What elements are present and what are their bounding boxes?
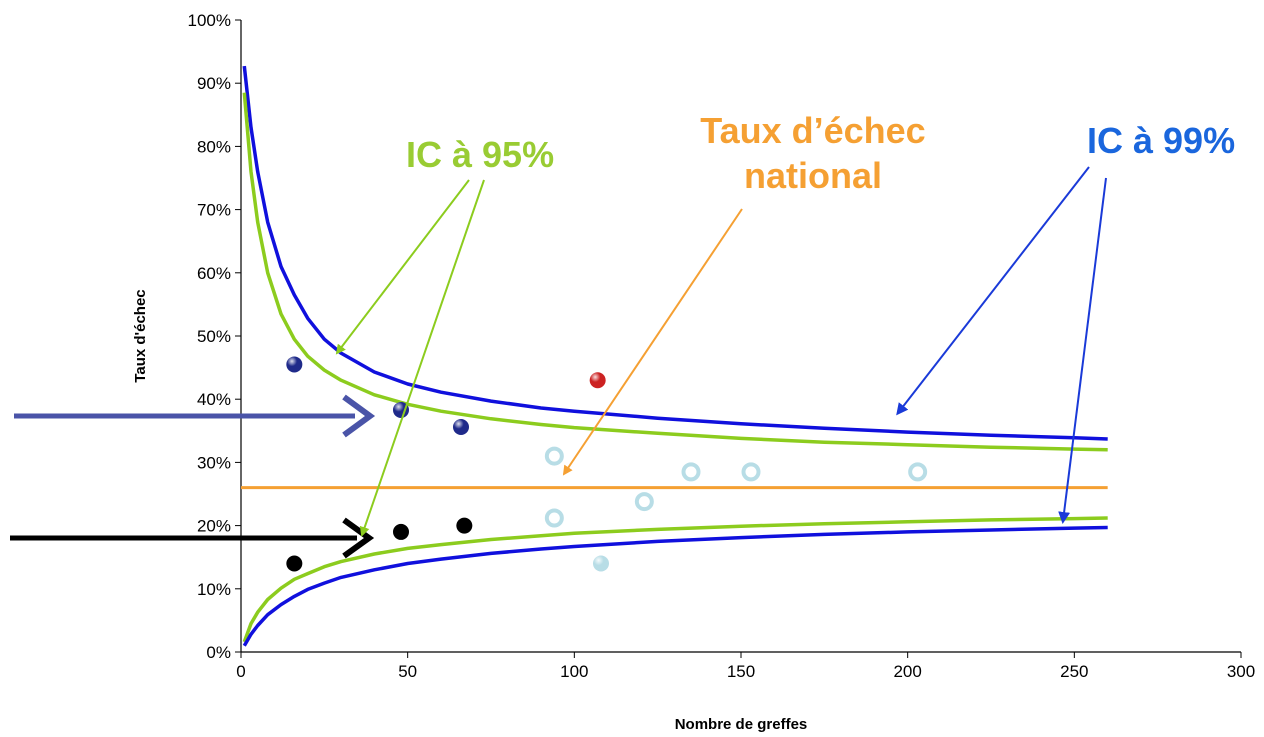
x-tick-label: 150 [727,662,755,681]
data-point [741,462,761,482]
x-tick-label: 0 [236,662,245,681]
national-label-line1: Taux d’échec [700,110,925,151]
annotation-pointers [335,166,1107,537]
data-point [908,462,928,482]
y-tick-label: 30% [197,453,231,472]
y-tick-label: 40% [197,390,231,409]
x-tick-label: 100 [560,662,588,681]
data-point-shine [453,419,469,436]
data-points [286,356,928,572]
x-axis-title: Nombre de greffes [675,716,808,733]
y-tick-label: 70% [197,201,231,220]
blue-arrow [14,394,376,438]
data-point-shine [589,372,606,389]
y-axis: 0% 10% 20% 30% 40% 50% 60% 70% 80% 90% 100% [188,11,242,662]
ic99-upper-curve [242,65,1108,441]
y-tick-label: 80% [197,137,231,156]
x-axis: 0 50 100 150 200 250 300 [236,651,1255,681]
data-point-shine [393,401,409,418]
y-tick-label: 0% [206,643,231,662]
data-point [286,555,303,572]
data-point [456,517,473,534]
ic95-pointer-lower [359,179,485,537]
data-point [544,446,564,466]
x-tick-label: 250 [1060,662,1088,681]
y-axis-title: Taux d'échec [132,289,149,382]
data-point [393,523,409,540]
y-tick-label: 20% [197,517,231,536]
y-tick-label: 90% [197,74,231,93]
ic95-pointer-upper [335,179,470,355]
y-tick-label: 60% [197,264,231,283]
ic99-lower-curve [242,525,1108,647]
national-label-line2: national [744,155,882,196]
black-arrow [10,517,375,559]
data-point [681,462,701,482]
y-tick-label: 100% [188,11,231,30]
ic99-pointer-upper [896,166,1090,416]
data-point [544,508,564,528]
data-point-shine [593,555,609,572]
y-tick-label: 10% [197,580,231,599]
confidence-curves [242,65,1108,647]
ic95-label: IC à 95% [406,134,554,175]
x-tick-label: 300 [1227,662,1255,681]
y-tick-label: 50% [197,327,231,346]
ic99-label: IC à 99% [1087,120,1235,161]
ic95-upper-curve [242,92,1108,452]
data-point-shine [286,356,303,373]
ic95-lower-curve [242,516,1108,643]
national-pointer [562,208,743,476]
x-tick-label: 50 [398,662,417,681]
data-point [634,492,654,512]
x-tick-label: 200 [893,662,921,681]
ic99-pointer-lower [1058,177,1107,524]
